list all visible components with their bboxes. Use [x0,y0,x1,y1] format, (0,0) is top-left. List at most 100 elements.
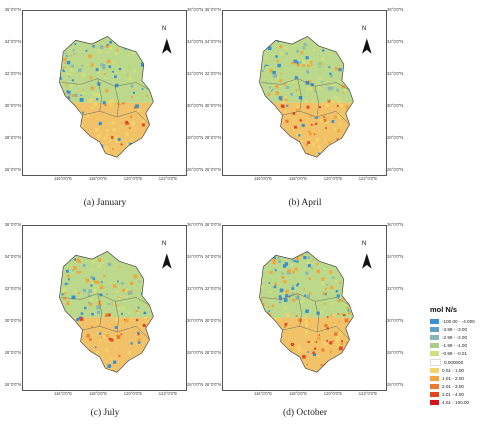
emission-pixel [81,73,86,77]
emission-pixel [318,87,322,91]
emission-pixel [337,141,341,145]
emission-pixel [65,54,69,58]
emission-pixel [318,372,321,373]
emission-pixel [348,311,351,314]
emission-pixel [290,348,293,351]
emission-pixel [295,251,300,254]
emission-pixel [259,320,262,324]
emission-pixel [88,301,91,305]
emission-pixel [318,106,321,109]
province-border [297,293,302,327]
lon-tick: 122°0'0"E [358,176,378,181]
emission-pixel [269,270,273,274]
emission-pixel [329,285,334,290]
emission-pixel [319,66,321,68]
emission-pixel [141,62,144,65]
emission-pixel [307,256,311,259]
emission-pixel [313,38,317,42]
region-outline [259,36,354,158]
emission-pixel [320,310,324,314]
emission-pixel [127,74,129,76]
emission-pixel [59,322,63,327]
emission-pixel [349,345,353,349]
emission-pixel [103,136,107,140]
emission-pixel [113,336,117,340]
emission-pixel [77,292,81,295]
emission-pixel [69,320,73,324]
emission-pixel [128,264,131,267]
emission-pixel [275,269,277,272]
emission-pixel [350,303,353,306]
emission-pixel [121,306,126,311]
emission-pixel [108,337,112,341]
emission-pixel [94,152,98,156]
emission-pixel [307,61,311,64]
legend-swatch [430,318,439,324]
emission-pixel [109,139,112,142]
emission-pixel [85,351,89,355]
emission-pixel [347,78,351,82]
emission-pixel [135,318,139,322]
emission-pixel [114,326,118,329]
emission-pixel [351,254,354,257]
emission-pixel [289,294,292,297]
emission-pixel [132,120,135,123]
emission-pixel [284,370,288,373]
emission-pixel [345,105,349,109]
lat-tick-right: 36°0'0"N [387,7,404,12]
emission-pixel [305,144,308,146]
emission-pixel [120,312,123,315]
emission-pixel [118,354,121,358]
emission-pixel [84,36,87,40]
emission-pixel [316,269,321,274]
emission-pixel [62,66,66,70]
lat-tick-left: 32°0'0"N [204,286,221,291]
emission-pixel [300,143,304,148]
map-panel-jan: N 36°0'0"N 36°0'0"N 34°0'0"N 34°0'0"N 32°0'0"… [0,0,210,208]
emission-pixel [351,137,354,140]
emission-pixel [311,340,314,343]
emission-pixel [298,318,303,323]
emission-pixel [147,320,151,324]
emission-pixel [267,312,272,317]
emission-pixel [347,83,350,86]
emission-pixel [79,97,84,102]
emission-pixel [346,71,350,75]
north-label: N [362,26,367,32]
emission-pixel [64,155,68,158]
emission-pixel [320,57,325,61]
legend-label: 3.01 - 4.00 [442,392,464,398]
emission-pixel [345,351,348,354]
emission-pixel [59,73,60,77]
emission-pixel [323,118,327,122]
emission-pixel [68,139,73,144]
legend-label: -2.99 - -2.00 [442,334,468,340]
emission-pixel [61,44,63,47]
emission-pixel [63,57,67,62]
emission-pixel [302,46,306,50]
emission-pixel [281,95,284,98]
emission-pixel [322,49,325,52]
emission-pixel [65,52,68,55]
emission-pixel [341,146,344,148]
lon-tick: 122°0'0"E [358,391,378,396]
emission-pixel [141,257,145,261]
emission-pixel [67,282,70,285]
emission-pixel [96,98,99,101]
emission-pixel [64,62,67,64]
emission-pixel [278,301,282,304]
emission-pixel [295,256,300,261]
emission-pixel [305,157,307,158]
emission-pixel [280,104,285,108]
emission-pixel [326,316,329,318]
emission-pixel [91,144,95,148]
emission-pixel [104,313,109,318]
emission-pixel [272,70,276,75]
emission-pixel [260,133,264,137]
emission-pixel [153,256,154,260]
emission-pixel [90,275,94,279]
emission-pixel [332,371,335,373]
emission-pixel [312,36,316,40]
emission-pixel [325,42,329,45]
emission-pixel [82,111,84,114]
